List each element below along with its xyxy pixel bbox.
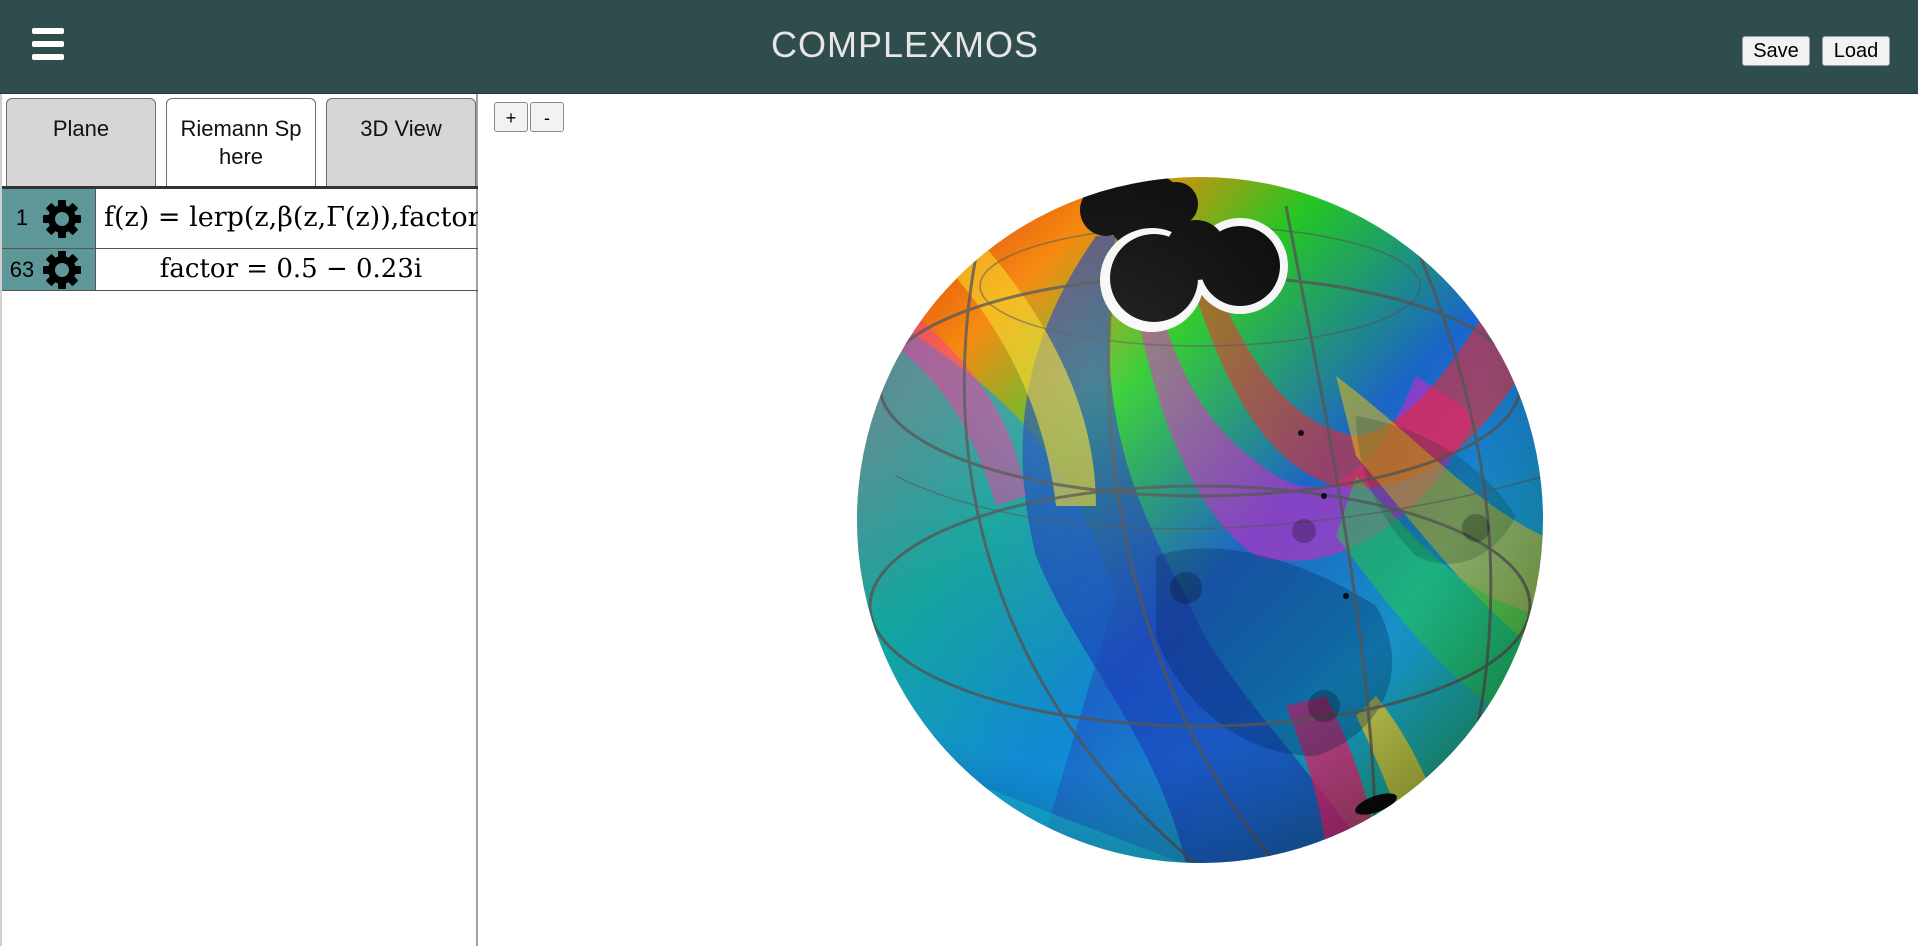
expression-row: 1 f(z) = lerp(z,β(z	[2, 189, 478, 249]
riemann-sphere[interactable]	[856, 176, 1544, 864]
expression-input[interactable]: factor = 0.5 − 0.23i	[159, 254, 423, 284]
app-header: COMPLEXMOS Save Load	[0, 0, 1918, 94]
expression-list: 1 f(z) = lerp(z,β(z	[2, 186, 478, 291]
tab-plane[interactable]: Plane	[6, 98, 156, 186]
hamburger-menu-icon[interactable]	[30, 26, 66, 62]
zoom-out-button[interactable]: -	[530, 102, 564, 132]
expression-gutter: 1	[2, 189, 96, 248]
save-button[interactable]: Save	[1742, 36, 1810, 66]
tab-3d-view[interactable]: 3D View	[326, 98, 476, 186]
expression-gutter: 63	[2, 249, 96, 290]
expression-index: 1	[15, 205, 29, 230]
app-title: COMPLEXMOS	[770, 24, 1040, 65]
expression-row: 63 factor = 0.5 − 0	[2, 249, 478, 291]
load-button[interactable]: Load	[1822, 36, 1890, 66]
gear-icon[interactable]	[42, 199, 82, 239]
zoom-in-button[interactable]: +	[494, 102, 528, 132]
expression-input[interactable]: f(z) = lerp(z,β(z,Γ(z)),factor)	[104, 202, 478, 233]
gear-icon[interactable]	[42, 250, 82, 290]
riemann-sphere-canvas[interactable]: + -	[478, 94, 1918, 946]
expression-panel: Plane Riemann Sphere 3D View 1	[0, 94, 478, 946]
expression-index: 63	[9, 257, 35, 282]
tab-riemann-sphere[interactable]: Riemann Sphere	[166, 98, 316, 186]
